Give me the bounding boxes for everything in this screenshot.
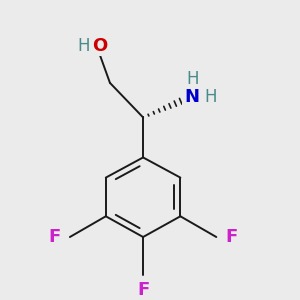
Text: H: H xyxy=(77,37,89,55)
Text: H: H xyxy=(187,70,199,88)
Text: N: N xyxy=(184,88,199,106)
Text: O: O xyxy=(92,37,107,55)
Text: H: H xyxy=(204,88,217,106)
Text: F: F xyxy=(49,228,61,246)
Text: F: F xyxy=(225,228,238,246)
Text: F: F xyxy=(137,281,149,299)
